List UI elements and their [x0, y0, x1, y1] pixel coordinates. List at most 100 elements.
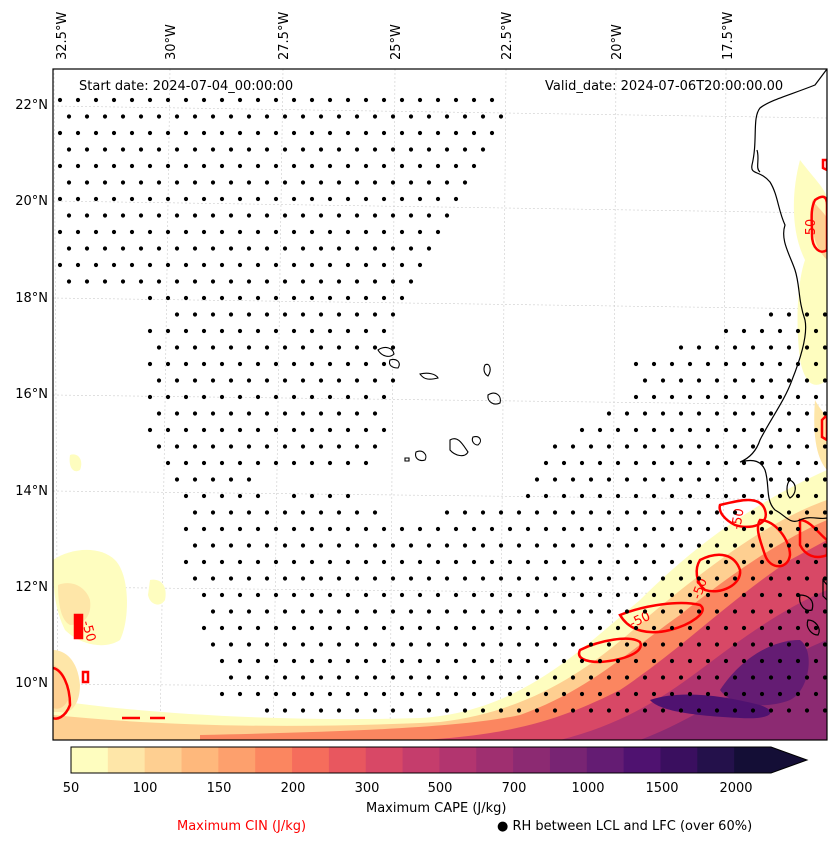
rh-dot: [678, 576, 684, 581]
rh-dot: [156, 213, 162, 218]
rh-dot: [813, 394, 819, 400]
coastline: [739, 69, 827, 636]
rh-dot: [417, 658, 423, 664]
rh-dot: [228, 345, 234, 350]
rh-dot: [507, 625, 513, 631]
rh-dot: [66, 147, 72, 152]
rh-dot: [570, 444, 576, 449]
rh-dot: [363, 526, 369, 532]
rh-dot: [354, 345, 360, 350]
rh-dot: [309, 328, 315, 334]
rh-dot: [228, 609, 234, 614]
rh-dot: [156, 345, 162, 350]
rh-dot: [327, 658, 333, 664]
rh-dot: [768, 345, 774, 350]
rh-dot: [345, 394, 351, 400]
rh-dot: [201, 526, 207, 532]
rh-dot: [273, 295, 279, 301]
rh-dot: [381, 691, 387, 697]
rh-dot: [138, 279, 144, 284]
rh-dot: [408, 609, 414, 614]
rh-dot: [624, 411, 630, 416]
rh-dot: [228, 279, 234, 284]
rh-dot: [534, 477, 540, 482]
cb-tick-2000: 2000: [719, 781, 753, 796]
rh-dot: [462, 642, 468, 647]
rh-dot: [768, 543, 774, 548]
rh-dot: [687, 526, 693, 532]
rh-dot: [696, 510, 702, 515]
rh-dot: [759, 427, 765, 433]
rh-dot: [327, 229, 333, 235]
rh-dot: [327, 427, 333, 433]
rh-dot: [480, 543, 486, 548]
rh-dot: [543, 526, 549, 532]
cb-tick-50: 50: [62, 781, 80, 796]
rh-dot: [606, 411, 612, 416]
rh-dot: [786, 543, 792, 548]
rh-dot: [219, 229, 225, 235]
rh-dot: [381, 658, 387, 664]
rh-dot: [741, 625, 747, 631]
cape-shading: [53, 160, 827, 740]
rh-dot: [471, 625, 477, 631]
rh-dot: [255, 295, 261, 301]
rh-dot: [66, 246, 72, 251]
rh-dot: [192, 279, 198, 284]
rh-dot: [327, 163, 333, 169]
rh-dot: [345, 295, 351, 301]
rh-dot: [210, 114, 216, 119]
rh-dot: [264, 114, 270, 119]
rh-dot: [399, 196, 405, 202]
lon-label-17-5w: 17.5°W: [721, 11, 736, 60]
rh-dot: [138, 246, 144, 251]
rh-dot: [435, 625, 441, 631]
rh-dot: [435, 526, 441, 532]
rh-dot: [606, 543, 612, 548]
rh-dot: [291, 526, 297, 532]
rh-dot: [723, 328, 729, 334]
rh-dot: [561, 625, 567, 631]
rh-dot: [768, 411, 774, 416]
rh-dot: [462, 147, 468, 152]
rh-dot: [300, 510, 306, 515]
rh-dot: [741, 427, 747, 433]
rh-dot: [732, 444, 738, 449]
rh-dot: [471, 163, 477, 169]
rh-dot: [291, 493, 297, 499]
rh-dot: [813, 658, 819, 664]
colorbar-segment: [292, 747, 330, 773]
rh-dot: [723, 394, 729, 400]
rh-dot: [642, 609, 648, 614]
rh-dot: [435, 559, 441, 565]
rh-dot: [489, 625, 495, 631]
rh-dot: [390, 543, 396, 548]
rh-dot: [318, 411, 324, 416]
rh-dot: [336, 378, 342, 383]
rh-dot: [363, 262, 369, 268]
rh-dot: [705, 361, 711, 367]
colorbar-outline: [70, 746, 809, 774]
rh-dot: [237, 691, 243, 697]
rh-dot: [264, 411, 270, 416]
rh-dot: [291, 130, 297, 136]
rh-dot: [66, 279, 72, 284]
rh-dot: [561, 691, 567, 697]
rh-dot: [273, 559, 279, 565]
rh-dot: [363, 361, 369, 367]
rh-dot: [687, 394, 693, 400]
rh-dot: [192, 147, 198, 152]
rh-dot: [498, 675, 504, 680]
rh-dot: [381, 625, 387, 631]
rh-dot: [201, 394, 207, 400]
rh-dot: [786, 444, 792, 449]
rh-dot: [219, 97, 225, 103]
rh-dot: [228, 477, 234, 482]
rh-dot: [129, 163, 135, 169]
rh-dot: [345, 460, 351, 466]
rh-dot: [57, 97, 63, 103]
colorbar-segment: [660, 747, 698, 773]
rh-dot: [66, 180, 72, 185]
rh-dot: [57, 163, 63, 169]
rh-dot: [336, 246, 342, 251]
